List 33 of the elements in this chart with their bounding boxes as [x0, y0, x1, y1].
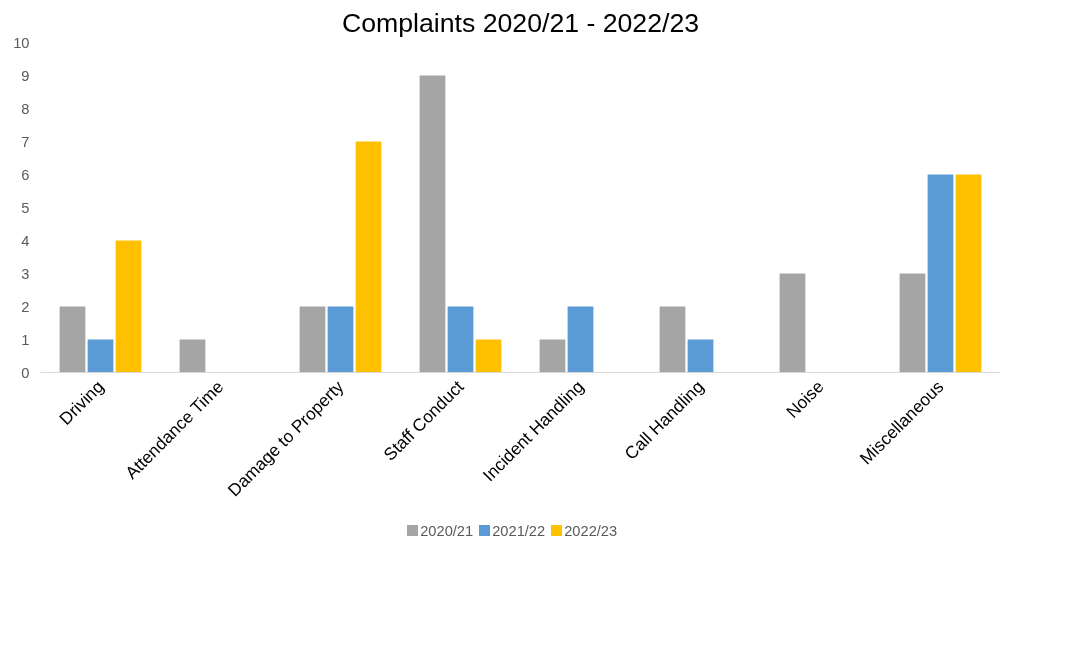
y-tick-label: 2 [21, 298, 30, 315]
bar [475, 339, 502, 373]
bar [659, 306, 686, 373]
y-tick-label: 1 [21, 331, 30, 348]
bar [327, 306, 354, 373]
bar [955, 174, 982, 373]
y-tick-label: 9 [21, 67, 30, 84]
bar [355, 141, 382, 373]
y-tick-label: 10 [13, 34, 30, 51]
y-tick-label: 7 [21, 133, 30, 150]
legend-label: 2022/23 [564, 522, 618, 539]
bar [779, 273, 806, 373]
y-tick-label: 6 [21, 166, 30, 183]
bar [927, 174, 954, 373]
bar [179, 339, 206, 373]
bar [539, 339, 566, 373]
bar [299, 306, 326, 373]
bar [567, 306, 594, 373]
legend-label: 2021/22 [492, 522, 546, 539]
bar [899, 273, 926, 373]
y-tick-label: 5 [21, 199, 30, 216]
legend-label: 2020/21 [420, 522, 474, 539]
y-tick-label: 3 [21, 265, 30, 282]
bar [87, 339, 114, 373]
bar [115, 240, 142, 373]
y-tick-label: 8 [21, 100, 30, 117]
bar [687, 339, 714, 373]
chart-title: Complaints 2020/21 - 2022/23 [341, 7, 700, 38]
y-tick-label: 4 [21, 232, 30, 249]
bar [419, 75, 446, 373]
bar [447, 306, 474, 373]
bar [59, 306, 86, 373]
y-tick-label: 0 [21, 364, 30, 381]
